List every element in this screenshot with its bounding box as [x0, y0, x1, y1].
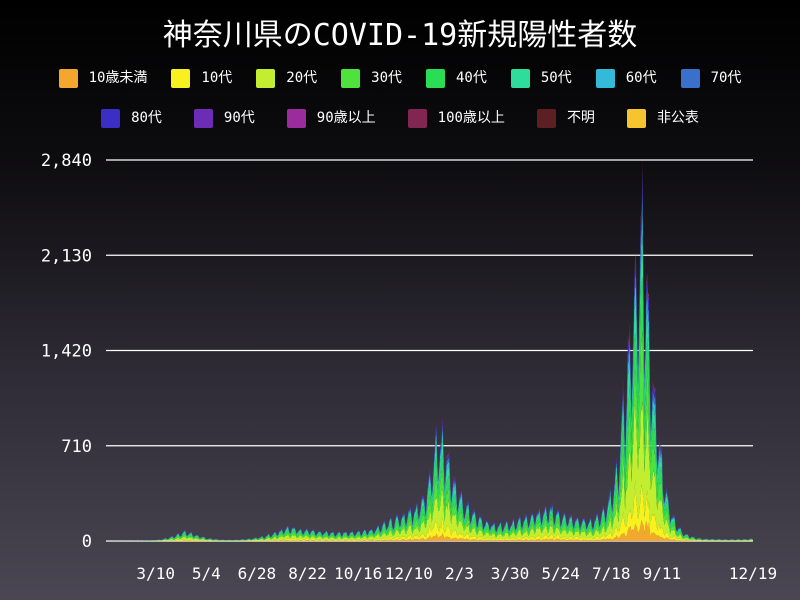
legend-swatch-icon: [407, 108, 427, 128]
legend-swatch-icon: [256, 68, 276, 88]
legend-label: 10歳未満: [88, 69, 148, 86]
legend-label: 50代: [540, 69, 572, 86]
legend-label: 30代: [371, 69, 402, 86]
x-axis-tick-label: 7/18: [592, 564, 631, 583]
legend-item-13: 非公表: [626, 108, 699, 128]
legend-swatch-icon: [286, 108, 306, 128]
legend-item-3: 30代: [341, 68, 402, 88]
legend-item-9: 90代: [193, 108, 255, 128]
legend-label: 不明: [566, 109, 595, 126]
x-axis-tick-label: 3/10: [136, 564, 175, 583]
x-axis-tick-label: 5/24: [541, 564, 580, 583]
legend-item-0: 10歳未満: [58, 68, 148, 88]
legend-label: 70代: [710, 69, 742, 86]
x-axis-tick-label: 3/30: [491, 564, 530, 583]
y-axis-tick-label: 2,840: [41, 151, 92, 171]
legend-label: 60代: [625, 69, 657, 86]
x-axis-tick-label: 12/10: [385, 564, 433, 583]
legend-item-5: 50代: [510, 68, 572, 88]
legend-item-8: 80代: [101, 108, 162, 128]
legend-row-2: 80代 90代 90歳以上 100歳以上 不明 非公表: [0, 108, 800, 128]
chart-title: 神奈川県のCOVID-19新規陽性者数: [162, 18, 638, 53]
legend-label: 80代: [131, 109, 162, 126]
x-axis-tick-label: 8/22: [288, 564, 327, 583]
legend-item-1: 10代: [171, 68, 233, 88]
legend-item-7: 70代: [680, 68, 742, 88]
x-axis-tick-label: 2/3: [445, 564, 474, 583]
x-axis-tick-label: 9/11: [643, 564, 682, 583]
legend-label: 10代: [201, 69, 233, 86]
x-axis-tick-label: 12/19: [729, 564, 777, 583]
legend-row-1: 10歳未満 10代 20代 30代 40代 50代 60代 70代: [0, 68, 800, 88]
legend-swatch-icon: [626, 108, 646, 128]
area-series-10代: [106, 480, 753, 541]
area-series-10歳未満: [106, 519, 753, 541]
legend-label: 40代: [456, 69, 487, 86]
legend-swatch-icon: [58, 68, 78, 88]
x-axis-tick-label: 10/16: [334, 564, 382, 583]
legend-item-10: 90歳以上: [286, 108, 376, 128]
y-axis-tick-label: 710: [61, 437, 92, 457]
legend-swatch-icon: [171, 68, 191, 88]
legend-label: 非公表: [656, 109, 699, 126]
legend-label: 90代: [223, 109, 255, 126]
legend-label: 100歳以上: [437, 109, 505, 126]
legend-swatch-icon: [510, 68, 530, 88]
legend-swatch-icon: [341, 68, 361, 88]
legend-swatch-icon: [101, 108, 121, 128]
legend-item-12: 不明: [536, 108, 595, 128]
legend-label: 90歳以上: [316, 109, 376, 126]
x-axis-tick-label: 6/28: [238, 564, 277, 583]
legend-item-2: 20代: [256, 68, 318, 88]
legend-item-4: 40代: [426, 68, 487, 88]
legend-swatch-icon: [193, 108, 213, 128]
legend-swatch-icon: [426, 68, 445, 88]
y-axis-tick-label: 0: [82, 532, 92, 552]
legend-item-11: 100歳以上: [407, 108, 505, 128]
x-axis-tick-label: 5/4: [192, 564, 221, 583]
legend-swatch-icon: [680, 68, 700, 88]
legend-item-6: 60代: [595, 68, 657, 88]
legend-swatch-icon: [595, 68, 615, 88]
legend-swatch-icon: [536, 108, 556, 128]
legend-label: 20代: [286, 69, 318, 86]
y-axis-tick-label: 2,130: [41, 246, 92, 266]
y-axis-tick-label: 1,420: [41, 342, 92, 362]
